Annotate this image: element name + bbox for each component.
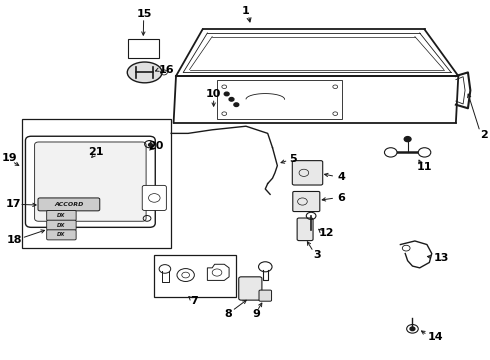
Circle shape — [418, 148, 431, 157]
Text: 5: 5 — [289, 154, 296, 164]
Circle shape — [224, 92, 229, 96]
FancyBboxPatch shape — [47, 220, 76, 230]
Text: 6: 6 — [337, 193, 345, 203]
Text: 3: 3 — [313, 249, 321, 260]
Text: 10: 10 — [206, 89, 221, 99]
Circle shape — [410, 327, 415, 330]
Text: 19: 19 — [2, 153, 17, 163]
Circle shape — [229, 98, 234, 101]
Text: 21: 21 — [88, 147, 103, 157]
FancyBboxPatch shape — [142, 185, 167, 211]
Text: 8: 8 — [225, 309, 232, 319]
FancyBboxPatch shape — [293, 192, 320, 212]
FancyBboxPatch shape — [25, 136, 155, 227]
Text: 12: 12 — [319, 228, 334, 238]
Text: 4: 4 — [337, 172, 345, 182]
FancyBboxPatch shape — [154, 255, 236, 297]
FancyBboxPatch shape — [35, 142, 146, 221]
Text: 2: 2 — [480, 130, 488, 140]
FancyBboxPatch shape — [22, 119, 171, 248]
Text: 20: 20 — [148, 141, 164, 151]
FancyBboxPatch shape — [259, 290, 271, 301]
FancyBboxPatch shape — [128, 40, 159, 58]
Circle shape — [385, 148, 397, 157]
Circle shape — [148, 143, 152, 146]
FancyBboxPatch shape — [47, 211, 76, 221]
Text: 16: 16 — [159, 64, 175, 75]
Text: 9: 9 — [252, 309, 260, 319]
Circle shape — [234, 103, 239, 107]
Ellipse shape — [127, 62, 162, 83]
Text: 7: 7 — [191, 296, 198, 306]
Text: 15: 15 — [137, 9, 152, 19]
FancyBboxPatch shape — [297, 218, 313, 240]
FancyBboxPatch shape — [38, 198, 100, 211]
Text: 18: 18 — [6, 235, 22, 245]
Text: 11: 11 — [417, 162, 432, 172]
Text: ACCORD: ACCORD — [54, 202, 84, 207]
FancyBboxPatch shape — [239, 277, 262, 300]
Text: DX: DX — [57, 213, 66, 218]
Text: 1: 1 — [242, 6, 250, 17]
FancyBboxPatch shape — [293, 161, 323, 185]
FancyBboxPatch shape — [47, 230, 76, 240]
Text: DX: DX — [57, 223, 66, 228]
Circle shape — [404, 136, 411, 141]
Text: 14: 14 — [428, 332, 443, 342]
Text: 13: 13 — [433, 253, 448, 263]
Text: 17: 17 — [6, 199, 21, 210]
Text: DX: DX — [57, 232, 66, 237]
